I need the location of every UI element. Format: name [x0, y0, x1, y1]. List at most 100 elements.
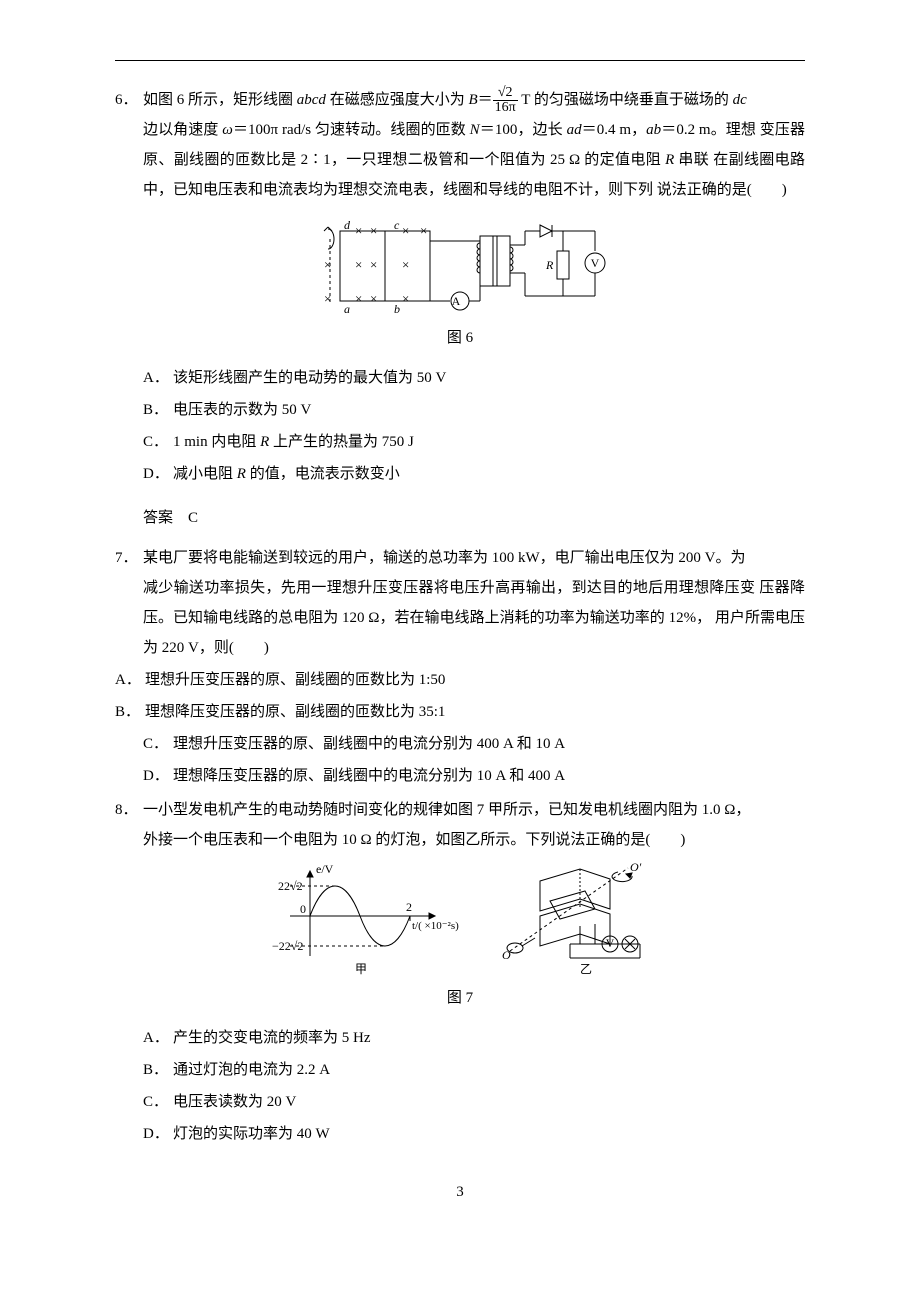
q6-stem-cont: 边以角速度 ω＝100π rad/s 匀速转动。线圈的匝数 N＝100，边长 a… [115, 115, 805, 205]
q8-ylabel: e/V [316, 862, 334, 876]
q6-C-letter: C． [143, 427, 173, 457]
q8-A-text: 产生的交变电流的频率为 5 Hz [173, 1023, 805, 1053]
q6-t2: 在磁感应强度大小为 [326, 92, 469, 108]
q8-B-text: 通过灯泡的电流为 2.2 A [173, 1055, 805, 1085]
svg-text:×: × [370, 257, 377, 272]
q6-A-text: 该矩形线圈产生的电动势的最大值为 50 V [173, 363, 805, 393]
q6-num: √2 [493, 86, 518, 101]
q7-opt-c: C．理想升压变压器的原、副线圈中的电流分别为 400 A 和 10 A [143, 729, 805, 759]
q8-cont: 外接一个电压表和一个电阻为 10 Ω 的灯泡，如图乙所示。下列说法正确的是( ) [115, 825, 805, 855]
q7-stem: 7． 某电厂要将电能输送到较远的用户，输送的总功率为 100 kW，电厂输出电压… [115, 543, 805, 573]
q6-D-letter: D． [143, 459, 173, 489]
svg-text:O: O [502, 948, 511, 962]
svg-text:O′: O′ [630, 861, 642, 874]
q7-B-letter: B． [115, 697, 145, 727]
q6-fraction: √216π [493, 86, 518, 115]
q7-D-letter: D． [143, 761, 173, 791]
q6-opt-b: B．电压表的示数为 50 V [143, 395, 805, 425]
q6-C-R: R [260, 434, 269, 450]
q8-stem: 8． 一小型发电机产生的电动势随时间变化的规律如图 7 甲所示，已知发电机线圈内… [115, 795, 805, 825]
question-8: 8． 一小型发电机产生的电动势随时间变化的规律如图 7 甲所示，已知发电机线圈内… [115, 795, 805, 1149]
q6-D-R: R [237, 466, 246, 482]
q8-opt-b: B．通过灯泡的电流为 2.2 A [143, 1055, 805, 1085]
q6-B-text: 电压表的示数为 50 V [173, 395, 805, 425]
q6-opt-c: C．1 min 内电阻 R 上产生的热量为 750 J [143, 427, 805, 457]
q6-opt-d: D．减小电阻 R 的值，电流表示数变小 [143, 459, 805, 489]
circuit-6-svg: d c a b ×××× ×××× ×××× [310, 211, 610, 321]
q6-l2b: ＝100π rad/s 匀速转动。线圈的匝数 [233, 122, 470, 138]
q8-xtick: 2 [406, 900, 412, 914]
q8-B-letter: B． [143, 1055, 173, 1085]
q6-R1: R [665, 152, 674, 168]
q8-jia: 甲 [355, 962, 367, 976]
q8-D-letter: D． [143, 1119, 173, 1149]
q8-options: A．产生的交变电流的频率为 5 Hz B．通过灯泡的电流为 2.2 A C．电压… [115, 1023, 805, 1149]
svg-text:d: d [344, 218, 351, 232]
q6-C-b: 上产生的热量为 750 J [269, 434, 414, 450]
q8-C-text: 电压表读数为 20 V [173, 1087, 805, 1117]
question-6: 6． 如图 6 所示，矩形线圈 abcd 在磁感应强度大小为 B＝√216π T… [115, 85, 805, 533]
q6-C-a: 1 min 内电阻 [173, 434, 260, 450]
q7-A-letter: A． [115, 665, 145, 695]
q8-opt-d: D．灯泡的实际功率为 40 W [143, 1119, 805, 1149]
svg-text:A: A [452, 294, 461, 308]
figure-7-caption: 图 7 [115, 983, 805, 1013]
svg-text:×: × [324, 257, 331, 272]
q8-ybot: −22√2 [272, 939, 303, 953]
q6-l2c: ＝100，边长 [480, 122, 567, 138]
figure-6-caption: 图 6 [115, 323, 805, 353]
svg-text:×: × [355, 223, 362, 238]
svg-text:×: × [420, 223, 427, 238]
q7-A-text: 理想升压变压器的原、副线圈的匝数比为 1:50 [145, 665, 805, 695]
q6-l2a: 边以角速度 [143, 122, 222, 138]
q7-l2: 减少输送功率损失，先用一理想升压变压器将电压升高再输出，到达目的地后用理想降压变 [143, 580, 755, 596]
q6-ad: ad [567, 122, 582, 138]
q6-D-a: 减小电阻 [173, 466, 237, 482]
q6-eq: ＝ [478, 92, 493, 108]
q8-C-letter: C． [143, 1087, 173, 1117]
q6-ab: ab [646, 122, 661, 138]
q8-l1: 一小型发电机产生的电动势随时间变化的规律如图 7 甲所示，已知发电机线圈内阻为 … [143, 802, 750, 818]
svg-text:c: c [394, 218, 400, 232]
q6-A-letter: A． [143, 363, 173, 393]
q7-opt-a: A．理想升压变压器的原、副线圈的匝数比为 1:50 [115, 665, 805, 695]
q8-xlabel: t/( ×10⁻²s) [412, 920, 459, 932]
q6-C-text: 1 min 内电阻 R 上产生的热量为 750 J [173, 427, 805, 457]
q6-opt-a: A．该矩形线圈产生的电动势的最大值为 50 V [143, 363, 805, 393]
svg-text:×: × [402, 291, 409, 306]
q7-opt-b: B．理想降压变压器的原、副线圈的匝数比为 35:1 [115, 697, 805, 727]
q6-text: 如图 6 所示，矩形线圈 abcd 在磁感应强度大小为 B＝√216π T 的匀… [143, 85, 805, 115]
q8-opt-c: C．电压表读数为 20 V [143, 1087, 805, 1117]
q6-l2e: ＝0.2 m。理想 [661, 122, 756, 138]
q6-number: 6． [115, 85, 143, 115]
svg-text:b: b [394, 302, 400, 316]
q6-t1: 如图 6 所示，矩形线圈 [143, 92, 297, 108]
q6-D-b: 的值，电流表示数变小 [246, 466, 400, 482]
q8-D-text: 灯泡的实际功率为 40 W [173, 1119, 805, 1149]
q7-D-text: 理想降压变压器的原、副线圈中的电流分别为 10 A 和 400 A [173, 761, 805, 791]
q8-text: 一小型发电机产生的电动势随时间变化的规律如图 7 甲所示，已知发电机线圈内阻为 … [143, 795, 805, 825]
q6-D-text: 减小电阻 R 的值，电流表示数变小 [173, 459, 805, 489]
figure-7-svg: e/V 22√2 0 −22√2 2 t/( ×10⁻²s) 甲 [250, 861, 670, 981]
figure-6: d c a b ×××× ×××× ×××× [115, 211, 805, 321]
q8-yi: 乙 [580, 962, 592, 976]
q8-yzero: 0 [300, 902, 306, 916]
q7-C-text: 理想升压变压器的原、副线圈中的电流分别为 400 A 和 10 A [173, 729, 805, 759]
q6-ans-val: C [188, 510, 198, 526]
svg-text:×: × [402, 257, 409, 272]
q6-dc: dc [733, 92, 747, 108]
q6-omega: ω [222, 122, 233, 138]
q7-l1: 某电厂要将电能输送到较远的用户，输送的总功率为 100 kW，电厂输出电压仅为 … [143, 550, 746, 566]
q6-B: B [468, 92, 477, 108]
q6-abcd: abcd [297, 92, 326, 108]
svg-text:×: × [355, 257, 362, 272]
question-7: 7． 某电厂要将电能输送到较远的用户，输送的总功率为 100 kW，电厂输出电压… [115, 543, 805, 791]
q7-opt-d: D．理想降压变压器的原、副线圈中的电流分别为 10 A 和 400 A [143, 761, 805, 791]
q6-B-letter: B． [143, 395, 173, 425]
svg-text:V: V [606, 936, 615, 950]
q8-number: 8． [115, 795, 143, 825]
q6-l2d: ＝0.4 m， [582, 122, 647, 138]
top-rule [115, 60, 805, 61]
q6-answer: 答案 C [115, 503, 805, 533]
q7-number: 7． [115, 543, 143, 573]
